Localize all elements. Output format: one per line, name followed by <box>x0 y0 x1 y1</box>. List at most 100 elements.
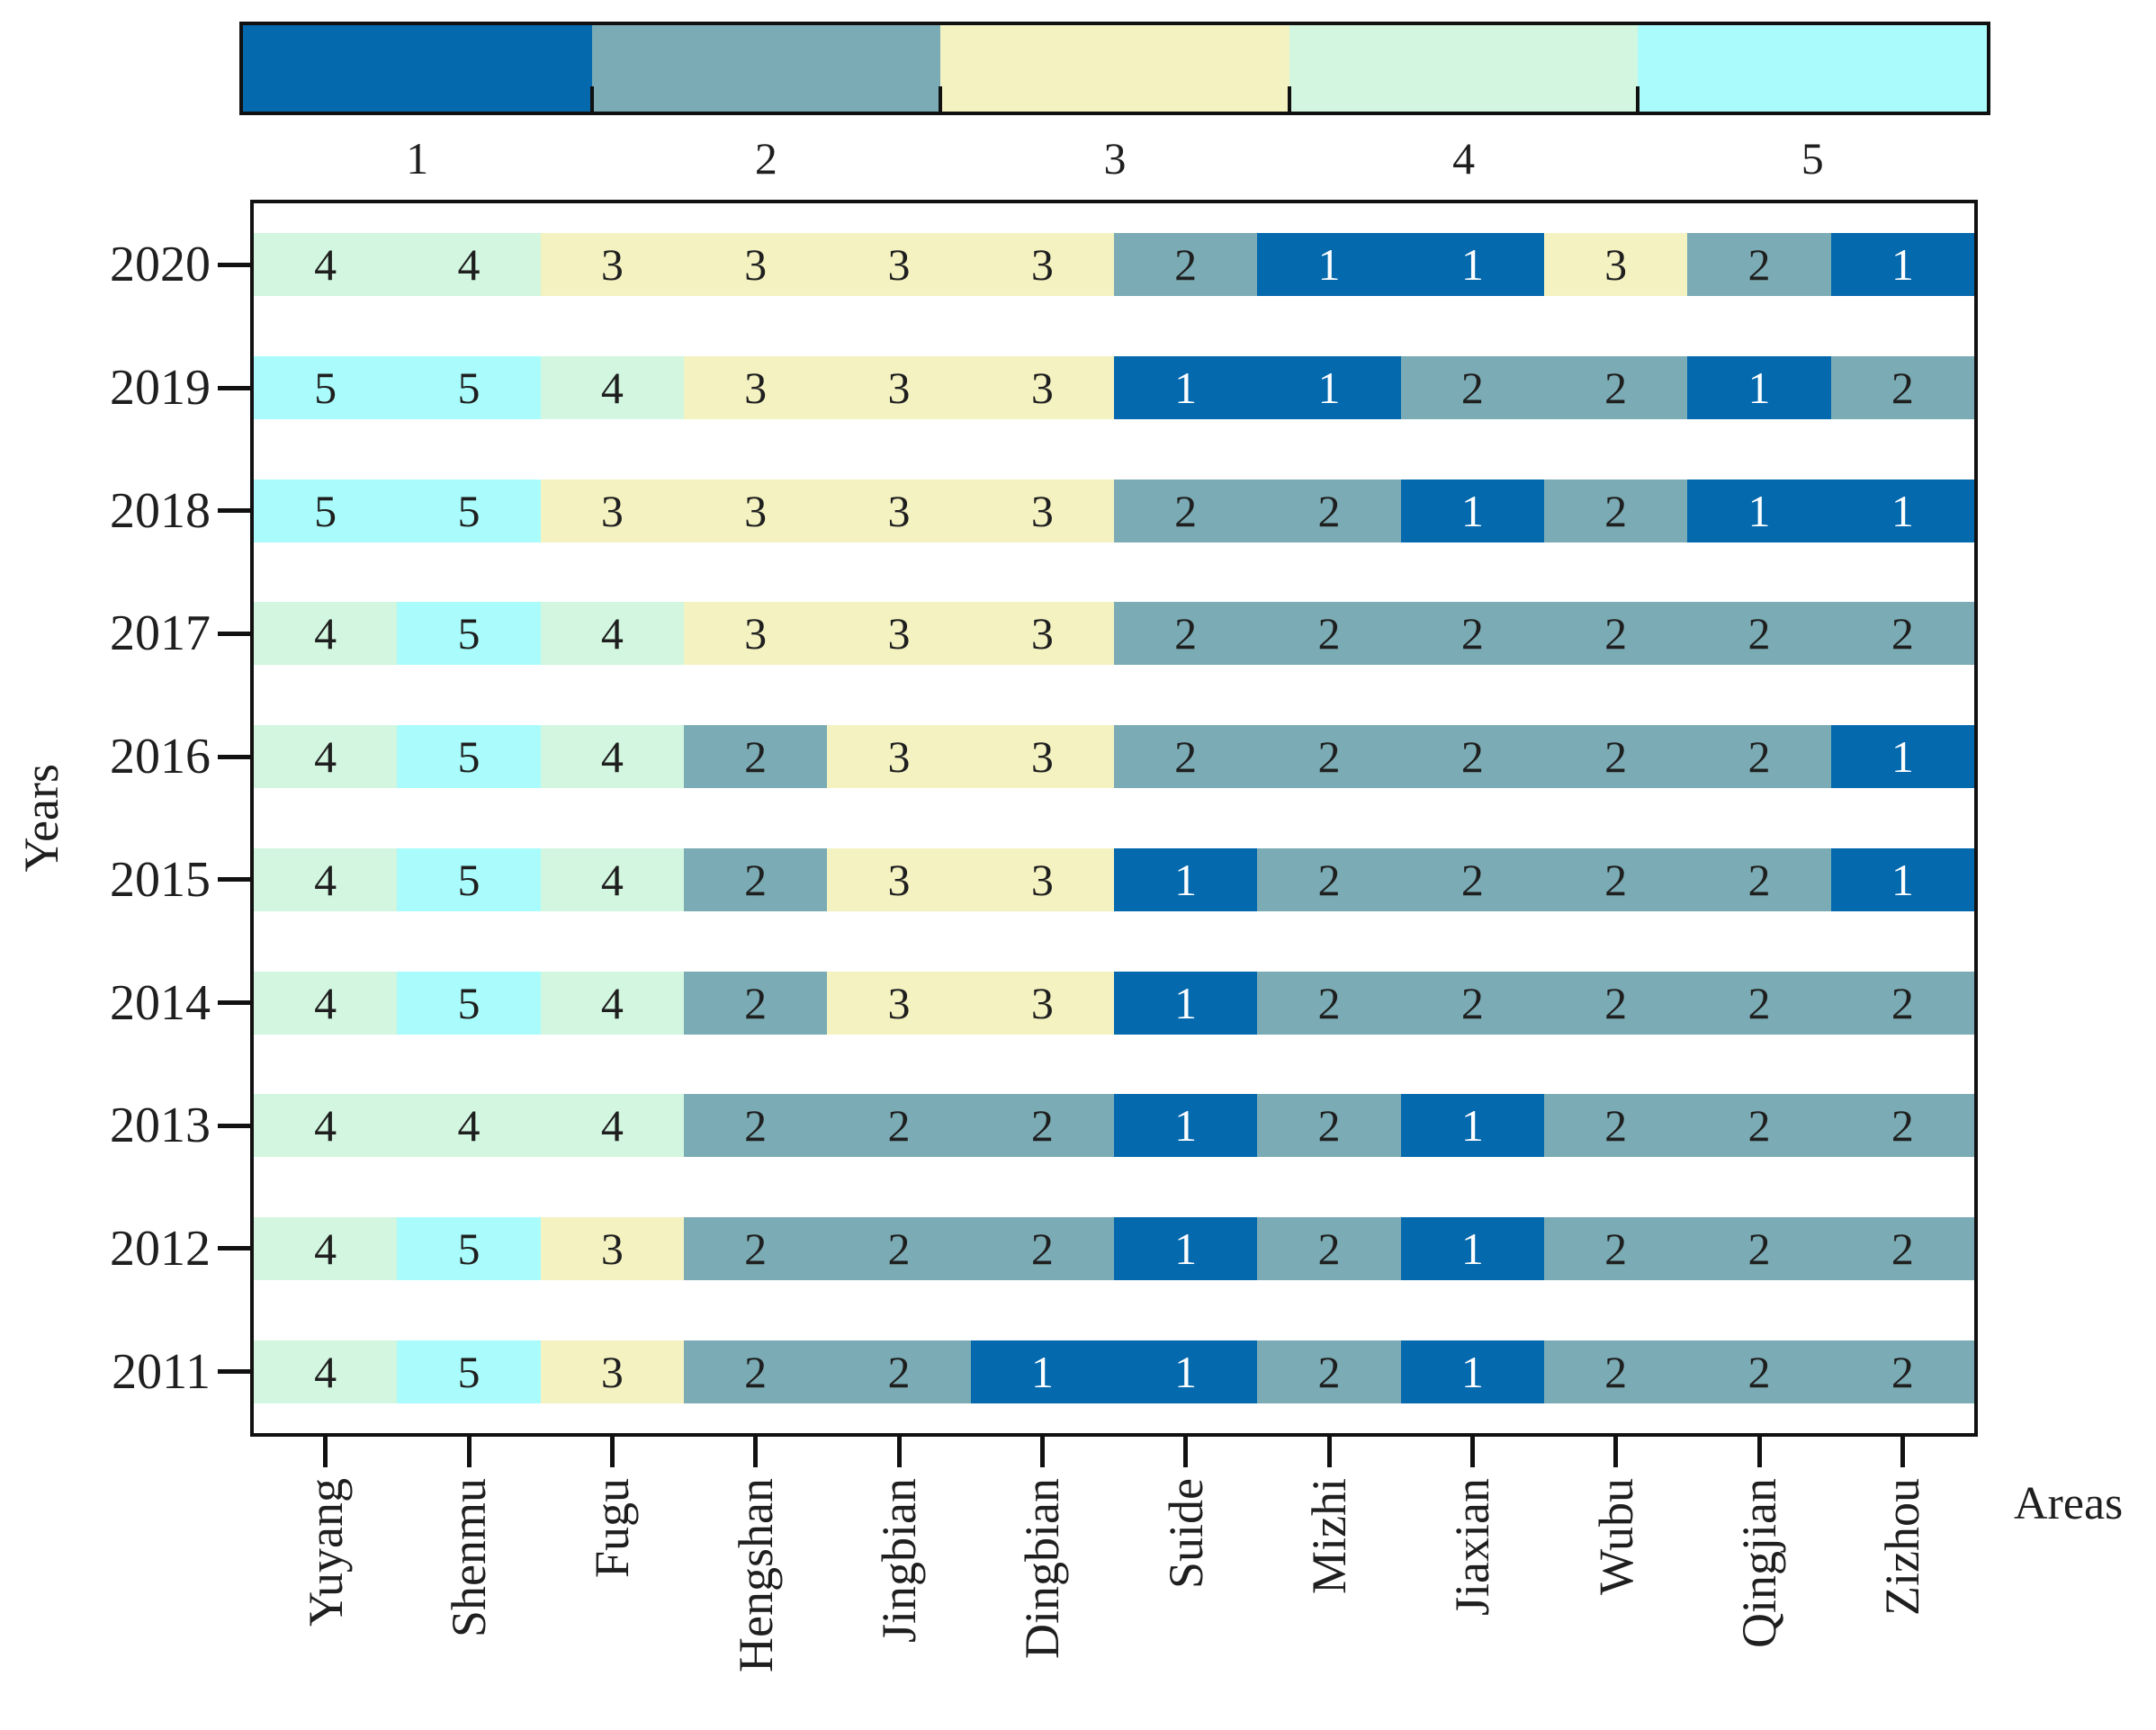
colorbar-label: 5 <box>1801 133 1824 184</box>
colorbar-segment <box>1638 25 1987 112</box>
heatmap-cell: 2 <box>1544 479 1688 542</box>
heatmap-cell: 2 <box>1544 1216 1688 1280</box>
heatmap-cell: 1 <box>1400 1340 1544 1403</box>
colorbar-tick <box>1636 86 1640 112</box>
heatmap-cell: 5 <box>397 356 541 420</box>
y-tick-label: 2018 <box>110 482 211 539</box>
heatmap-cell: 2 <box>1257 602 1401 666</box>
heatmap-cell: 4 <box>540 971 684 1035</box>
y-tick-label: 2019 <box>110 360 211 417</box>
heatmap-cell: 3 <box>970 233 1114 297</box>
heatmap-cell: 2 <box>1257 971 1401 1035</box>
heatmap-cell: 2 <box>1687 1094 1831 1158</box>
heatmap-cell: 1 <box>1257 356 1401 420</box>
x-tick <box>1756 1437 1762 1467</box>
y-tick-label: 2011 <box>112 1343 211 1400</box>
heatmap-cell: 2 <box>1544 847 1688 911</box>
x-tick-label: Dingbian <box>1010 1478 1074 1659</box>
heatmap-cell: 4 <box>540 725 684 789</box>
heatmap-cell: 2 <box>1544 725 1688 789</box>
heatmap-cell: 2 <box>970 1094 1114 1158</box>
x-tick <box>1613 1437 1619 1467</box>
heatmap-cell: 2 <box>1257 479 1401 542</box>
heatmap-cell: 2 <box>1544 602 1688 666</box>
x-tick-label-text: Mizhi <box>1302 1478 1356 1594</box>
heatmap-cell: 2 <box>1400 847 1544 911</box>
heatmap-cell: 4 <box>540 602 684 666</box>
heatmap-cell: 3 <box>827 847 971 911</box>
heatmap-cell: 1 <box>1114 971 1258 1035</box>
y-tick <box>218 631 250 636</box>
heatmap-cell: 2 <box>684 1216 828 1280</box>
y-tick-label: 2015 <box>110 851 211 908</box>
x-tick-label-text: Shenmu <box>442 1478 496 1638</box>
x-tick-label: Yuyang <box>293 1478 358 1627</box>
colorbar-label: 4 <box>1452 133 1476 184</box>
heatmap-cell: 2 <box>1544 971 1688 1035</box>
heatmap-cell: 2 <box>827 1340 971 1403</box>
x-tick <box>609 1437 615 1467</box>
heatmap-cell: 2 <box>1687 602 1831 666</box>
heatmap-cell: 4 <box>254 233 398 297</box>
y-tick-label: 2020 <box>110 237 211 293</box>
heatmap-cell: 5 <box>397 602 541 666</box>
x-tick <box>1039 1437 1045 1467</box>
heatmap-cell: 1 <box>1114 1094 1258 1158</box>
heatmap-cell: 3 <box>827 725 971 789</box>
heatmap-cell: 2 <box>1400 971 1544 1035</box>
heatmap-cell: 5 <box>254 356 398 420</box>
heatmap-cell: 3 <box>540 233 684 297</box>
x-tick-label-text: Jingbian <box>872 1478 926 1643</box>
heatmap-cell: 3 <box>970 602 1114 666</box>
y-tick-label: 2014 <box>110 974 211 1031</box>
heatmap-cell: 1 <box>1114 1216 1258 1280</box>
heatmap-cell: 2 <box>1114 725 1258 789</box>
heatmap-cell: 2 <box>684 1340 828 1403</box>
heatmap-cell: 5 <box>397 847 541 911</box>
x-tick-label: Jiaxian <box>1440 1478 1505 1616</box>
heatmap-cell: 3 <box>970 847 1114 911</box>
heatmap-cell: 2 <box>1114 233 1258 297</box>
heatmap-cell: 2 <box>827 1216 971 1280</box>
y-tick <box>218 877 250 883</box>
heatmap-cell: 3 <box>827 233 971 297</box>
y-tick <box>218 508 250 514</box>
heatmap-cell: 2 <box>684 725 828 789</box>
colorbar-segment <box>1289 25 1639 112</box>
heatmap-cell: 4 <box>540 1094 684 1158</box>
colorbar-segment <box>940 25 1289 112</box>
heatmap-cell: 1 <box>1687 479 1831 542</box>
heatmap-cell: 2 <box>1830 1340 1974 1403</box>
x-tick-label-text: Fugu <box>585 1478 640 1579</box>
x-tick <box>753 1437 759 1467</box>
colorbar-label: 1 <box>406 133 429 184</box>
heatmap-cell: 2 <box>684 1094 828 1158</box>
heatmap-cell: 2 <box>1687 1216 1831 1280</box>
heatmap-cell: 1 <box>1687 356 1831 420</box>
heatmap-cell: 2 <box>970 1216 1114 1280</box>
heatmap-cell: 1 <box>1114 1340 1258 1403</box>
x-tick-label: Zizhou <box>1870 1478 1935 1616</box>
x-tick <box>1326 1437 1332 1467</box>
colorbar-segment <box>591 25 941 112</box>
heatmap-cell: 3 <box>684 479 828 542</box>
heatmap-cell: 2 <box>1114 602 1258 666</box>
colorbar-tick <box>589 86 594 112</box>
x-tick <box>1183 1437 1189 1467</box>
heatmap-cell: 2 <box>1114 479 1258 542</box>
heatmap-cell: 4 <box>254 1340 398 1403</box>
heatmap-cell: 2 <box>1544 356 1688 420</box>
plot-frame <box>250 200 1978 1437</box>
y-tick-label: 2012 <box>110 1220 211 1277</box>
x-tick-label-text: Qingjian <box>1732 1478 1786 1648</box>
heatmap-cell: 2 <box>1687 847 1831 911</box>
heatmap-cell: 2 <box>827 1094 971 1158</box>
heatmap-cell: 2 <box>1687 233 1831 297</box>
heatmap-cell: 1 <box>1114 847 1258 911</box>
heatmap-cell: 5 <box>397 1340 541 1403</box>
heatmap-cell: 5 <box>254 479 398 542</box>
y-tick-label: 2013 <box>110 1098 211 1154</box>
heatmap-cell: 2 <box>1257 1216 1401 1280</box>
heatmap-cell: 2 <box>1257 1094 1401 1158</box>
heatmap-cell: 2 <box>1257 725 1401 789</box>
